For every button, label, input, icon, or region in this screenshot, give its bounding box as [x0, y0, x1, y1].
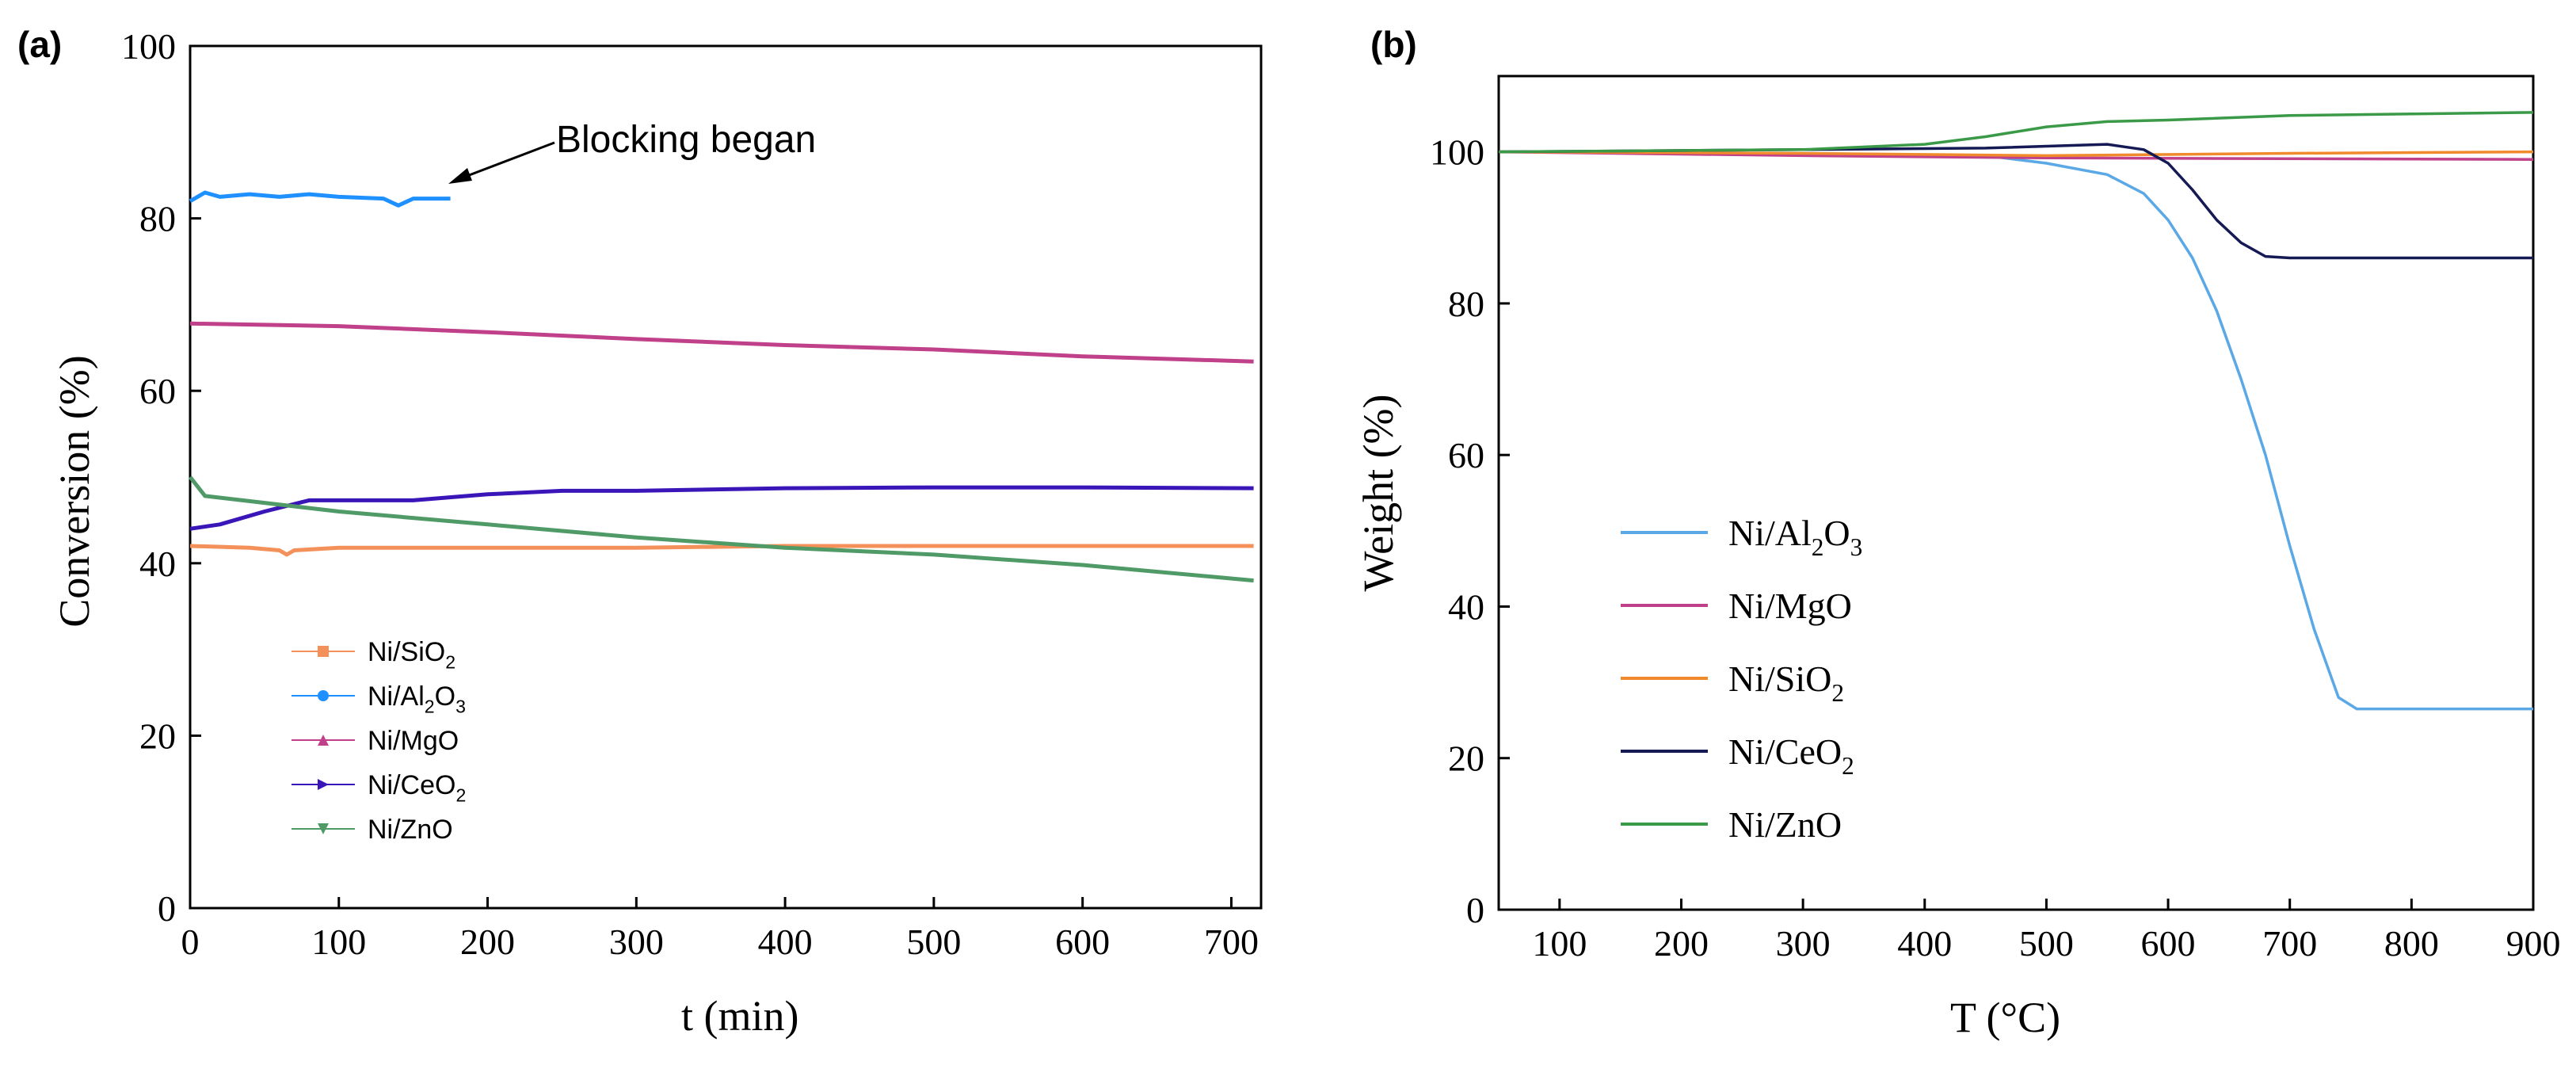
y-tick-label: 60: [1448, 435, 1484, 475]
panel-a-y-axis-title: Conversion (%): [51, 355, 98, 627]
y-tick-label: 40: [139, 544, 176, 584]
series-line-ni-sio: [1498, 150, 2534, 158]
x-tick-label: 300: [609, 922, 664, 962]
y-tick-label: 20: [1448, 739, 1484, 779]
x-tick-label: 100: [1532, 923, 1587, 964]
panel-b-legend: Ni/Al2O3 Ni/MgO Ni/SiO2 Ni/CeO2 Ni/ZnO: [1621, 513, 1862, 845]
series-line-ni-zno: [1498, 111, 2534, 154]
legend-label-ni-zno: Ni/ZnO: [368, 815, 453, 845]
x-tick-label: 200: [460, 922, 515, 962]
x-tick-label: 900: [2506, 923, 2561, 964]
x-tick-label: 400: [1897, 923, 1952, 964]
y-tick-label: 100: [1430, 132, 1484, 173]
panel-a-plot-frame: [189, 44, 1263, 910]
y-tick-label: 60: [139, 371, 176, 411]
legend-marker-triangle-down: [318, 823, 329, 834]
panel-a: (a) 0 100 200 300 400 500 600 700 0 20 40 60 80 100 t…: [17, 24, 1263, 1040]
legend-marker-triangle-right: [318, 779, 329, 790]
x-tick-label: 600: [2141, 923, 2196, 964]
legend-label-ni-al-o: Ni/Al2O3: [1728, 513, 1862, 561]
panel-a-ticks: 0 100 200 300 400 500 600 700 0 20 40 60 80 100: [121, 26, 1259, 962]
legend-label-ni-ceo: Ni/CeO2: [1728, 731, 1854, 780]
x-tick-label: 700: [2262, 923, 2317, 964]
y-tick-label: 80: [139, 199, 176, 239]
x-tick-label: 300: [1776, 923, 1831, 964]
panel-a-legend: Ni/SiO2 Ni/Al2O3 Ni/MgO Ni/CeO2 Ni/ZnO: [292, 637, 466, 845]
legend-marker-circle: [318, 690, 329, 701]
panel-b-series-lines: [1498, 111, 2534, 711]
x-tick-label: 600: [1055, 922, 1110, 962]
legend-label-ni-sio: Ni/SiO2: [1728, 658, 1844, 707]
series-line-ni-ceo: [1498, 143, 2533, 260]
annotation-arrow-line: [454, 141, 555, 182]
panel-b: (b) 100 200 300 400 500 600 700 800 900 0 20 40 60 80…: [1355, 24, 2561, 1041]
y-tick-label: 20: [139, 716, 176, 756]
legend-label-ni-sio: Ni/SiO2: [368, 637, 455, 673]
legend-label-ni-zno: Ni/ZnO: [1728, 804, 1842, 845]
legend-marker-triangle-up: [318, 735, 329, 746]
panel-b-ticks: 100 200 300 400 500 600 700 800 900 0 20 40 60 80 100: [1430, 132, 2561, 964]
panel-a-x-axis-title: t (min): [681, 992, 798, 1040]
x-tick-label: 400: [758, 922, 813, 962]
x-tick-label: 800: [2384, 923, 2439, 964]
panel-a-label: (a): [17, 24, 62, 65]
x-tick-label: 500: [906, 922, 961, 962]
x-tick-label: 200: [1654, 923, 1709, 964]
panel-b-x-axis-title: T (°C): [1950, 994, 2060, 1041]
annotation-text: Blocking began: [556, 119, 816, 161]
x-tick-label: 0: [181, 922, 200, 962]
annotation-arrow-head: [448, 168, 472, 184]
legend-marker-square: [318, 646, 329, 657]
series-line-ni-mgo: [189, 321, 1254, 364]
x-tick-label: 100: [311, 922, 366, 962]
panel-b-y-axis-title: Weight (%): [1355, 394, 1402, 591]
series-line-ni-al-o: [1498, 150, 2533, 711]
panel-b-plot-frame: [1497, 74, 2535, 911]
panel-b-label: (b): [1370, 24, 1417, 65]
legend-label-ni-ceo: Ni/CeO2: [368, 770, 466, 806]
y-tick-label: 100: [121, 26, 176, 67]
series-line-ni-al-o: [189, 190, 451, 208]
y-tick-label: 0: [1466, 890, 1484, 930]
y-tick-label: 0: [158, 888, 176, 929]
series-line-ni-ceo: [189, 485, 1254, 531]
panel-a-series-lines: [189, 190, 1254, 583]
blocking-annotation: Blocking began: [448, 119, 816, 184]
legend-label-ni-mgo: Ni/MgO: [368, 726, 459, 756]
series-line-ni-zno: [189, 475, 1254, 583]
legend-label-ni-mgo: Ni/MgO: [1728, 586, 1852, 626]
legend-label-ni-al-o: Ni/Al2O3: [368, 681, 466, 717]
x-tick-label: 700: [1204, 922, 1259, 962]
y-tick-label: 40: [1448, 586, 1484, 627]
x-tick-label: 500: [2019, 923, 2074, 964]
y-tick-label: 80: [1448, 284, 1484, 324]
series-line-ni-sio: [189, 544, 1254, 557]
